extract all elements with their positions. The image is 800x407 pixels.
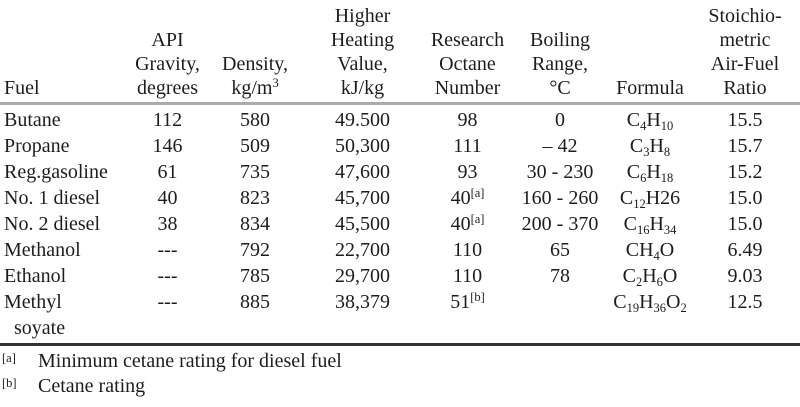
table-row-propane: Propane 146 509 50,300 111 – 42 C3H8 15.… — [0, 133, 800, 159]
cell-api-gravity: --- — [157, 239, 178, 261]
cell-boiling-range: 200 - 370 — [521, 213, 599, 235]
cell-heating-value: 50,300 — [335, 135, 390, 157]
cell-octane-number: 110 — [452, 239, 483, 261]
cell-density: 509 — [240, 135, 270, 157]
cell-boiling-range: – 42 — [542, 135, 578, 157]
cell-air-fuel-ratio: 15.5 — [727, 109, 763, 131]
cell-api-gravity: 112 — [152, 109, 183, 131]
footnote-a: [a] Minimum cetane rating for diesel fue… — [0, 349, 800, 374]
cell-density: 785 — [240, 265, 270, 287]
col-header-api-gravity: API Gravity, degrees — [135, 29, 200, 99]
cell-formula: C6H18 — [626, 161, 674, 185]
table-row-reg-gasoline: Reg.gasoline 61 735 47,600 93 30 - 230 C… — [0, 159, 800, 185]
cell-fuel: No. 2 diesel — [4, 213, 101, 235]
col-header-research-octane-number: Research Octane Number — [430, 29, 505, 99]
cell-heating-value: 29,700 — [335, 265, 390, 287]
cell-air-fuel-ratio: 15.7 — [727, 135, 763, 157]
cell-formula: CH4O — [625, 239, 675, 263]
cell-fuel: Butane — [4, 109, 61, 131]
fuel-properties-table: Fuel API Gravity, degrees Density, kg/m3… — [0, 0, 800, 342]
cell-air-fuel-ratio: 15.0 — [727, 187, 763, 209]
col-header-higher-heating-value: Higher Heating Value, kJ/kg — [330, 5, 395, 99]
cell-boiling-range: 30 - 230 — [526, 161, 594, 183]
footnote-b: [b] Cetane rating — [0, 374, 800, 399]
cell-boiling-range: 0 — [555, 109, 565, 131]
cell-density: 823 — [240, 187, 270, 209]
cell-density: 735 — [240, 161, 270, 183]
footnote-b-marker: [b] — [2, 376, 17, 390]
cell-octane-number: 51[b] — [450, 290, 485, 313]
cell-octane-number: 98 — [457, 109, 478, 131]
footnotes-section: [a] Minimum cetane rating for diesel fue… — [0, 343, 800, 399]
cell-formula: C19H36O2 — [613, 291, 687, 315]
cell-density: 834 — [240, 213, 270, 235]
cell-air-fuel-ratio: 6.49 — [727, 239, 763, 261]
cell-formula: C4H10 — [626, 109, 674, 133]
cell-octane-number: 110 — [452, 265, 483, 287]
cell-air-fuel-ratio: 15.2 — [727, 161, 763, 183]
col-header-formula: Formula — [616, 77, 684, 99]
cell-formula: C16H34 — [623, 213, 677, 237]
cell-fuel: Reg.gasoline — [4, 161, 108, 183]
footnote-a-marker: [a] — [2, 351, 16, 365]
cell-heating-value: 38,379 — [335, 291, 390, 313]
cell-heating-value: 47,600 — [335, 161, 390, 183]
cell-air-fuel-ratio: 15.0 — [727, 213, 763, 235]
table-row-no1-diesel: No. 1 diesel 40 823 45,700 40[a] 160 - 2… — [0, 185, 800, 211]
cell-air-fuel-ratio: 12.5 — [727, 291, 763, 313]
cell-fuel: Methanol — [4, 239, 81, 261]
col-header-stoichiometric-air-fuel-ratio: Stoichio- metric Air-Fuel Ratio — [708, 5, 782, 99]
table-row-butane: Butane 112 580 49.500 98 0 C4H10 15.5 — [0, 104, 800, 134]
cell-formula: C12H26 — [619, 187, 681, 211]
cell-api-gravity: 38 — [157, 213, 178, 235]
cell-octane-number: 40[a] — [450, 212, 485, 235]
cell-api-gravity: 61 — [157, 161, 178, 183]
cell-heating-value: 49.500 — [335, 109, 390, 131]
cell-heating-value: 45,500 — [335, 213, 390, 235]
cell-air-fuel-ratio: 9.03 — [727, 265, 763, 287]
table-row-methanol: Methanol --- 792 22,700 110 65 CH4O 6.49 — [0, 237, 800, 263]
col-header-density: Density, kg/m3 — [222, 53, 288, 99]
table-header: Fuel API Gravity, degrees Density, kg/m3… — [0, 0, 800, 104]
cell-boiling-range: 65 — [550, 239, 570, 261]
cell-boiling-range — [510, 289, 610, 341]
cell-fuel: Propane — [4, 135, 70, 157]
cell-fuel: Methyl soyate — [4, 291, 66, 339]
cell-api-gravity: --- — [157, 291, 178, 313]
cell-api-gravity: 40 — [157, 187, 178, 209]
cell-density: 580 — [240, 109, 270, 131]
cell-density: 792 — [240, 239, 270, 261]
col-header-boiling-range: Boiling Range, °C — [529, 29, 590, 99]
cell-octane-number: 111 — [453, 135, 482, 157]
cell-fuel: Ethanol — [4, 265, 67, 287]
table-row-methyl-soyate: Methyl soyate --- 885 38,379 51[b] C19H3… — [0, 289, 800, 341]
cell-heating-value: 22,700 — [335, 239, 390, 261]
cell-api-gravity: 146 — [152, 135, 183, 157]
cell-heating-value: 45,700 — [335, 187, 390, 209]
header-row: Fuel API Gravity, degrees Density, kg/m3… — [0, 0, 800, 104]
cell-boiling-range: 160 - 260 — [521, 187, 599, 209]
col-header-fuel: Fuel — [4, 77, 40, 99]
footnote-b-text: Cetane rating — [38, 375, 146, 397]
table-body: Butane 112 580 49.500 98 0 C4H10 15.5 Pr… — [0, 104, 800, 342]
cell-formula: C3H8 — [629, 135, 671, 159]
cell-formula: C2H6O — [622, 265, 678, 289]
footnote-a-text: Minimum cetane rating for diesel fuel — [38, 350, 342, 372]
cell-octane-number: 93 — [457, 161, 478, 183]
cell-boiling-range: 78 — [550, 265, 570, 287]
cell-octane-number: 40[a] — [450, 186, 485, 209]
cell-fuel: No. 1 diesel — [4, 187, 101, 209]
table-row-no2-diesel: No. 2 diesel 38 834 45,500 40[a] 200 - 3… — [0, 211, 800, 237]
cell-api-gravity: --- — [157, 265, 178, 287]
table-row-ethanol: Ethanol --- 785 29,700 110 78 C2H6O 9.03 — [0, 263, 800, 289]
cell-density: 885 — [240, 291, 270, 313]
